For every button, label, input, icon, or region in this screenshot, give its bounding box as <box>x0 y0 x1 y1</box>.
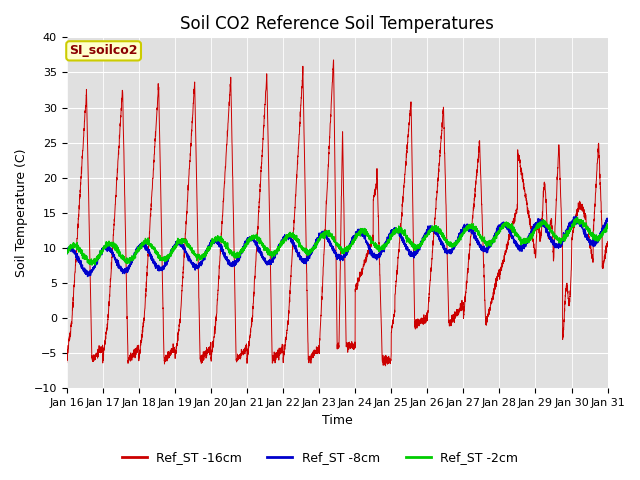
Ref_ST -2cm <box>63 249 70 255</box>
Ref_ST -8cm <box>160 265 168 271</box>
Y-axis label: Soil Temperature (C): Soil Temperature (C) <box>15 149 28 277</box>
Ref_ST -8cm <box>489 235 497 241</box>
Ref_ST -8cm <box>572 214 580 219</box>
Ref_ST -2cm <box>88 262 96 268</box>
Ref_ST -16cm <box>604 239 611 244</box>
Title: Soil CO2 Reference Soil Temperatures: Soil CO2 Reference Soil Temperatures <box>180 15 494 33</box>
Ref_ST -2cm <box>317 234 324 240</box>
Ref_ST -16cm <box>429 249 436 255</box>
Line: Ref_ST -16cm: Ref_ST -16cm <box>67 60 607 366</box>
Ref_ST -16cm <box>317 314 324 320</box>
Ref_ST -8cm <box>604 216 611 222</box>
Ref_ST -8cm <box>63 251 70 256</box>
Ref_ST -16cm <box>160 352 168 358</box>
Ref_ST -8cm <box>84 274 92 279</box>
Ref_ST -8cm <box>317 230 324 236</box>
Ref_ST -2cm <box>573 214 581 220</box>
Ref_ST -2cm <box>458 234 466 240</box>
Ref_ST -16cm <box>490 290 497 296</box>
Ref_ST -2cm <box>160 256 168 262</box>
Line: Ref_ST -8cm: Ref_ST -8cm <box>67 216 607 276</box>
Text: SI_soilco2: SI_soilco2 <box>69 44 138 57</box>
Line: Ref_ST -2cm: Ref_ST -2cm <box>67 217 607 265</box>
X-axis label: Time: Time <box>322 414 353 427</box>
Ref_ST -16cm <box>330 57 337 63</box>
Ref_ST -2cm <box>604 221 611 227</box>
Ref_ST -16cm <box>604 244 611 250</box>
Ref_ST -8cm <box>429 224 436 230</box>
Ref_ST -16cm <box>63 360 70 365</box>
Ref_ST -8cm <box>604 215 611 221</box>
Ref_ST -2cm <box>429 227 436 232</box>
Ref_ST -2cm <box>489 235 497 241</box>
Ref_ST -16cm <box>459 303 467 309</box>
Ref_ST -2cm <box>604 226 611 231</box>
Ref_ST -16cm <box>381 363 389 369</box>
Legend: Ref_ST -16cm, Ref_ST -8cm, Ref_ST -2cm: Ref_ST -16cm, Ref_ST -8cm, Ref_ST -2cm <box>116 446 524 469</box>
Ref_ST -8cm <box>458 227 466 232</box>
